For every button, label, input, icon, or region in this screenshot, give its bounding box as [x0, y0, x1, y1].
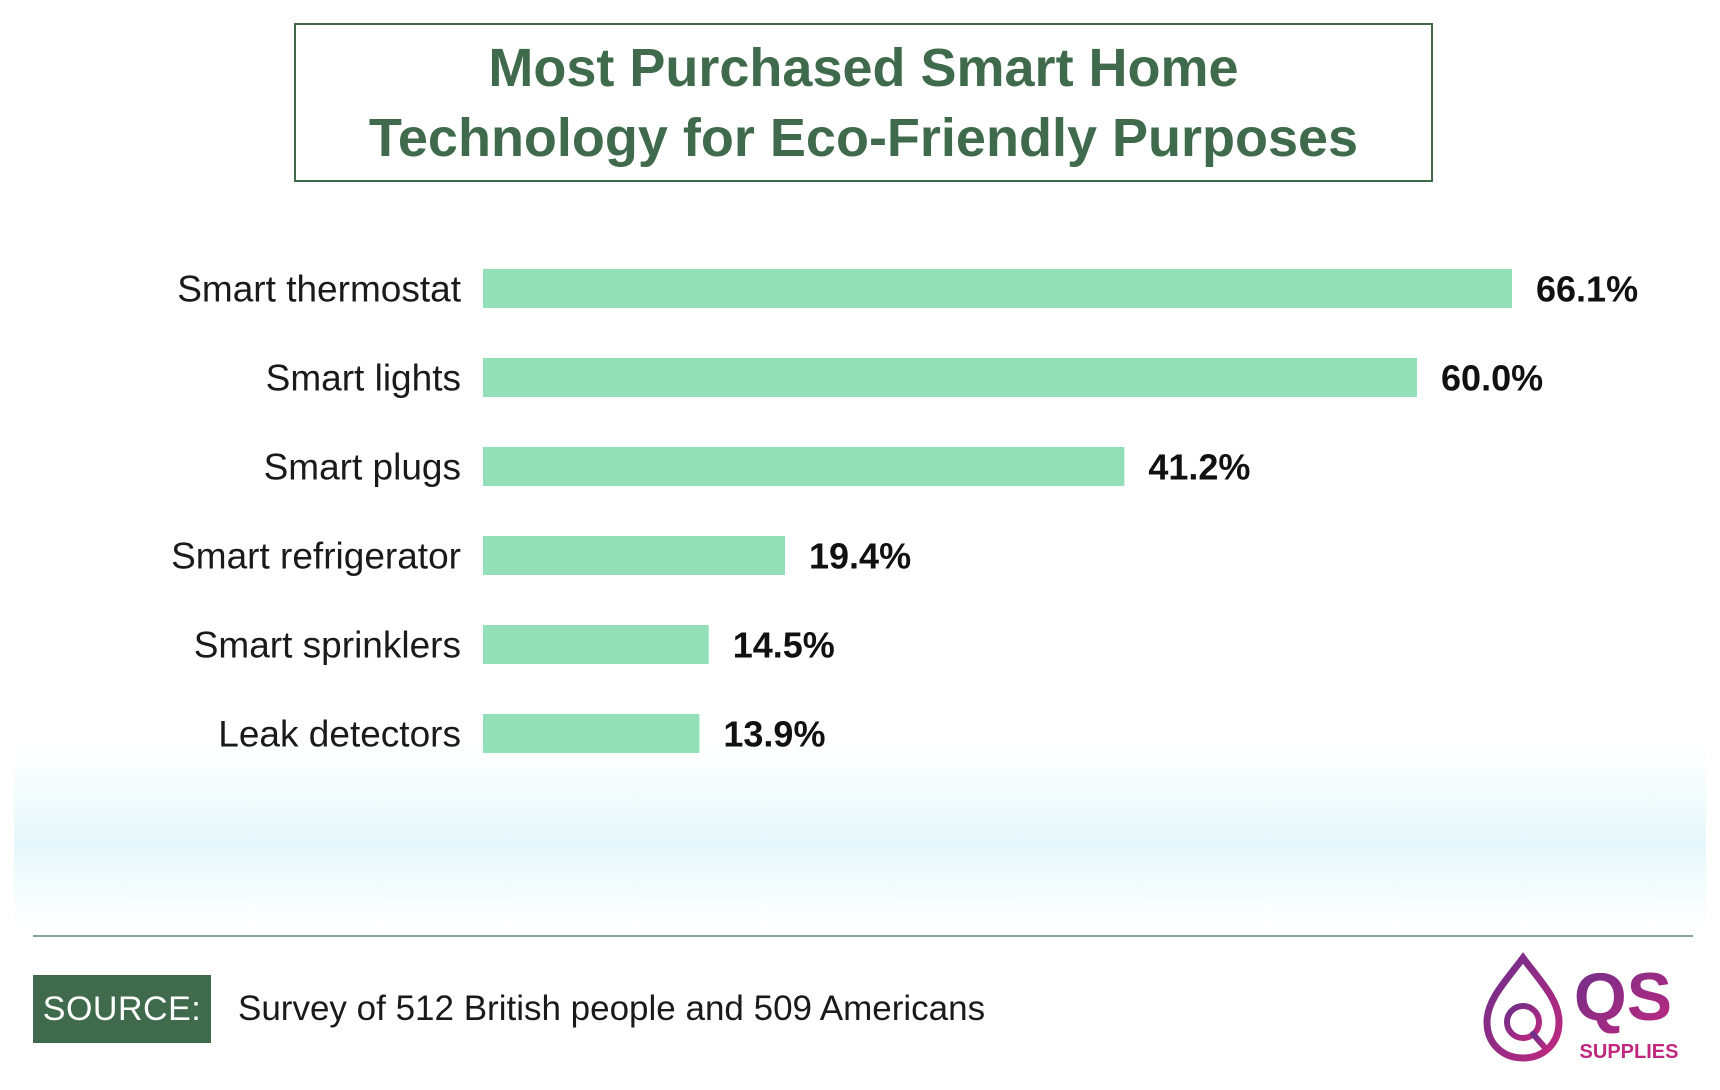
category-label: Smart lights — [266, 358, 461, 399]
bar — [483, 447, 1125, 486]
source-badge: SOURCE: — [33, 975, 211, 1043]
chart-title: Most Purchased Smart Home Technology for… — [368, 37, 1359, 168]
category-label: Smart refrigerator — [171, 536, 461, 577]
bar — [483, 714, 700, 753]
value-label: 19.4% — [809, 536, 911, 577]
background-glow — [14, 745, 1706, 925]
bar — [483, 625, 709, 664]
footer-divider — [33, 935, 1693, 937]
title-box: Most Purchased Smart Home Technology for… — [294, 23, 1433, 182]
category-label: Smart thermostat — [177, 269, 461, 310]
value-label: 41.2% — [1148, 447, 1250, 488]
qs-supplies-logo: QS SUPPLIES — [1475, 950, 1705, 1065]
value-label: 60.0% — [1441, 358, 1543, 399]
value-label: 66.1% — [1536, 269, 1638, 310]
value-label: 13.9% — [723, 714, 825, 755]
logo-mark: QS — [1574, 959, 1672, 1035]
source-text: Survey of 512 British people and 509 Ame… — [238, 989, 986, 1028]
bar — [483, 269, 1512, 308]
bar-chart: Smart thermostat 66.1% Smart lights 60.0% Sm… — [171, 269, 1638, 755]
logo-subtext: SUPPLIES — [1580, 1041, 1679, 1063]
category-label: Leak detectors — [218, 714, 461, 755]
category-label: Smart plugs — [264, 447, 461, 488]
bar — [483, 536, 786, 575]
category-label: Smart sprinklers — [194, 625, 461, 666]
value-label: 14.5% — [733, 625, 835, 666]
droplet-q-logo-icon: QS SUPPLIES — [1483, 952, 1679, 1063]
bar — [483, 358, 1418, 397]
